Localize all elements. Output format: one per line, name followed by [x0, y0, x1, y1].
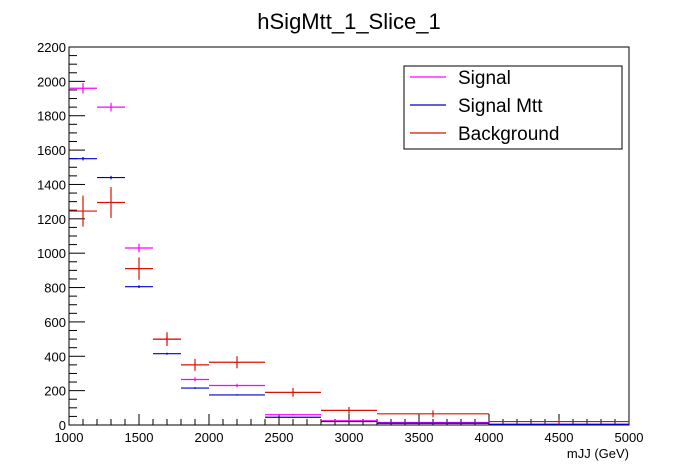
legend-label: Signal Mtt — [458, 96, 543, 117]
legend-label: Signal — [458, 68, 511, 89]
x-tick-label: 1000 — [55, 430, 84, 445]
y-tick-label: 800 — [44, 281, 66, 296]
series-signal-mtt — [69, 156, 629, 426]
y-tick-label: 200 — [44, 384, 66, 399]
y-tick-label: 0 — [59, 418, 66, 433]
axis-ticks: 1000 1500 2000 2500 3000 3500 4000 4500 5000 0 200… — [37, 40, 643, 445]
x-tick-label: 4000 — [475, 430, 504, 445]
x-tick-label: 2000 — [195, 430, 224, 445]
x-tick-label: 5000 — [615, 430, 644, 445]
x-tick-label: 3000 — [335, 430, 364, 445]
chart-title: hSigMtt_1_Slice_1 — [257, 9, 440, 34]
y-tick-label: 400 — [44, 349, 66, 364]
y-tick-label: 2200 — [37, 40, 66, 55]
legend-box — [403, 65, 623, 150]
x-tick-label: 4500 — [545, 430, 574, 445]
legend-label: Background — [458, 124, 559, 145]
x-tick-label: 1500 — [125, 430, 154, 445]
y-tick-label: 1200 — [37, 212, 66, 227]
y-tick-label: 1000 — [37, 246, 66, 261]
y-tick-label: 600 — [44, 315, 66, 330]
data-layer — [69, 83, 629, 426]
series-background — [69, 187, 629, 424]
x-axis-title: mJJ (GeV) — [567, 446, 629, 461]
y-tick-label: 1800 — [37, 109, 66, 124]
x-tick-label: 3500 — [405, 430, 434, 445]
y-tick-label: 1400 — [37, 177, 66, 192]
y-tick-label: 1600 — [37, 143, 66, 158]
y-tick-label: 2000 — [37, 74, 66, 89]
legend: Signal Signal Mtt Background — [403, 65, 623, 150]
x-tick-label: 2500 — [265, 430, 294, 445]
